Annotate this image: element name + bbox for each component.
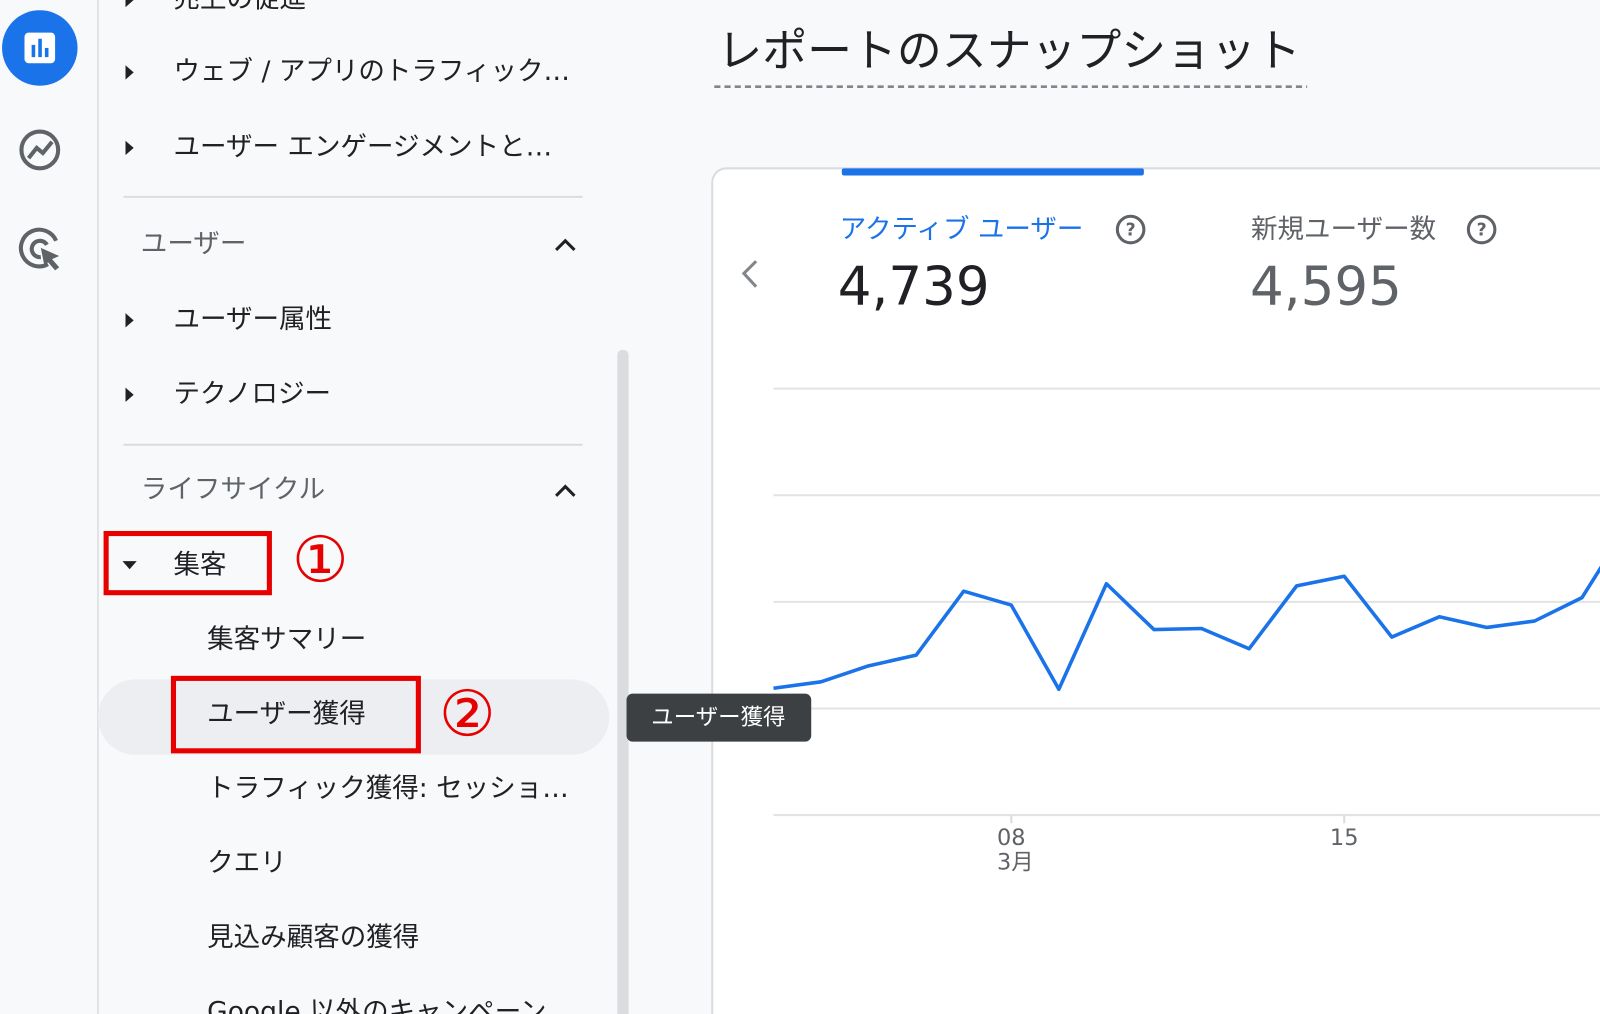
expand-arrow <box>125 65 134 80</box>
active-item-highlight <box>97 679 610 755</box>
metric-label[interactable]: 新規ユーザー数 <box>1251 214 1436 245</box>
nav-subitem[interactable]: トラフィック獲得: セッショ… <box>207 773 569 804</box>
tooltip-box <box>626 693 812 742</box>
help-icon[interactable]: ? <box>1466 214 1497 245</box>
highlight-box <box>170 675 421 754</box>
explore-icon[interactable] <box>19 129 61 171</box>
metric-label[interactable]: アクティブ ユーザー <box>840 214 1084 245</box>
advertising-icon[interactable] <box>18 227 60 271</box>
sidebar: 売上の促進ウェブ / アプリのトラフィック… ユーザー エンゲージメントと… ユーザ… <box>97 0 629 1014</box>
nav-subitem[interactable]: Google 以外のキャンペーン… <box>207 996 573 1014</box>
annotation-number: ② <box>439 677 496 751</box>
metric-value: 4,739 <box>838 255 990 317</box>
nav-item[interactable]: テクノロジー <box>173 378 331 409</box>
nav-item[interactable]: ウェブ / アプリのトラフィック… <box>173 56 570 87</box>
nav-subitem[interactable]: 見込み顧客の獲得 <box>207 922 419 953</box>
icon-rail <box>0 0 98 1014</box>
expand-arrow <box>125 313 134 328</box>
nav-subitem[interactable]: クエリ <box>207 848 287 879</box>
highlight-box <box>103 530 272 596</box>
expand-arrow <box>122 561 137 570</box>
svg-text:?: ? <box>1126 221 1136 241</box>
expand-arrow <box>125 140 134 156</box>
nav-subitem[interactable]: 集客サマリー <box>207 624 366 655</box>
scrollbar[interactable] <box>617 349 629 1014</box>
help-icon[interactable]: ? <box>1115 214 1146 245</box>
report-title: レポートのスナップショット <box>717 24 1300 77</box>
nav-item[interactable]: 集客 <box>173 550 226 581</box>
nav-item[interactable]: 売上の促進 <box>173 0 306 14</box>
x-tick-label: 15 <box>1330 825 1359 851</box>
nav-item[interactable]: ユーザー エンゲージメントと… <box>173 131 552 162</box>
nav-item[interactable]: ユーザー属性 <box>173 304 332 335</box>
nav-subitem[interactable]: ユーザー獲得 <box>207 699 366 730</box>
expand-arrow <box>125 387 134 402</box>
expand-arrow <box>125 0 134 8</box>
section-title[interactable]: ユーザー <box>141 228 247 259</box>
active-tab-indicator <box>841 168 1144 176</box>
x-tick-label: 08 <box>997 825 1026 851</box>
data-line <box>773 565 1600 692</box>
collapse-chevron[interactable] <box>555 238 576 252</box>
metric-value: 4,595 <box>1250 255 1402 317</box>
prev-button[interactable] <box>741 260 758 288</box>
section-title[interactable]: ライフサイクル <box>141 474 325 505</box>
x-period-label: 3月 <box>997 850 1034 876</box>
snapshot-card <box>711 167 1600 1014</box>
annotation-number: ① <box>292 523 349 597</box>
svg-text:?: ? <box>1477 221 1487 241</box>
reports-icon[interactable] <box>2 10 78 86</box>
collapse-chevron[interactable] <box>555 484 576 497</box>
tooltip-text: ユーザー獲得 <box>651 705 785 731</box>
